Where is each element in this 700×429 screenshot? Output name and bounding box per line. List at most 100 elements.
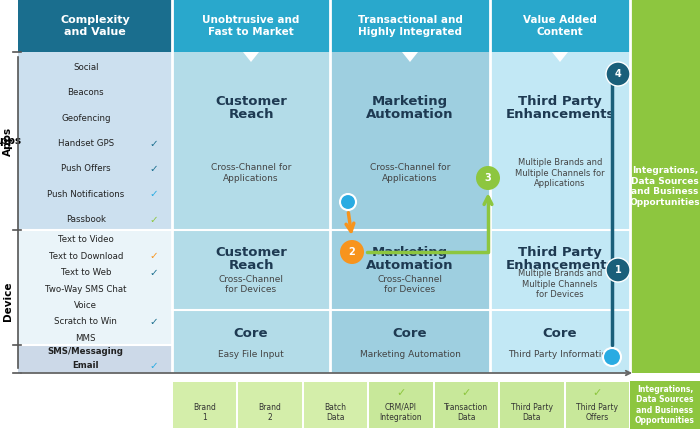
- Text: 4: 4: [615, 69, 622, 79]
- Text: Transaction
Data: Transaction Data: [444, 402, 489, 422]
- Text: Cross-Channel
for Devices: Cross-Channel for Devices: [377, 275, 442, 294]
- Text: Transactional and
Highly Integrated: Transactional and Highly Integrated: [358, 15, 463, 37]
- Text: Reach: Reach: [228, 109, 274, 121]
- Text: Easy File Input: Easy File Input: [218, 350, 284, 359]
- Text: Marketing: Marketing: [372, 246, 448, 259]
- Text: 1: 1: [615, 265, 622, 275]
- Bar: [172, 0, 330, 52]
- Text: Integrations,
Data Sources
and Business
Opportunities: Integrations, Data Sources and Business …: [630, 166, 700, 207]
- Text: Cross-Channel for
Applications: Cross-Channel for Applications: [211, 163, 291, 183]
- Text: 2: 2: [349, 247, 356, 257]
- Bar: [18, 345, 172, 373]
- Text: Core: Core: [234, 327, 268, 341]
- Text: ✓: ✓: [149, 251, 158, 261]
- Polygon shape: [243, 52, 259, 62]
- Text: ✓: ✓: [149, 164, 158, 174]
- Text: Brand
1: Brand 1: [193, 402, 216, 422]
- Text: Social: Social: [73, 63, 99, 72]
- Text: Passbook: Passbook: [66, 215, 106, 224]
- Polygon shape: [552, 52, 568, 62]
- Text: Voice: Voice: [74, 301, 97, 310]
- Bar: [173, 382, 237, 428]
- Text: Unobtrusive and
Fast to Market: Unobtrusive and Fast to Market: [202, 15, 300, 37]
- Text: Multiple Brands and
Multiple Channels
for Devices: Multiple Brands and Multiple Channels fo…: [518, 269, 602, 299]
- Text: CRM/API
Integration: CRM/API Integration: [379, 402, 422, 422]
- Text: Reach: Reach: [228, 259, 274, 272]
- Bar: [566, 382, 629, 428]
- Text: Apps: Apps: [0, 136, 22, 146]
- Text: Push Offers: Push Offers: [61, 164, 111, 173]
- Text: Brand
2: Brand 2: [259, 402, 281, 422]
- Text: ✓: ✓: [462, 388, 471, 398]
- Text: Marketing Automation: Marketing Automation: [360, 350, 461, 359]
- Bar: [304, 382, 368, 428]
- Bar: [435, 382, 498, 428]
- Bar: [18, 230, 172, 345]
- Circle shape: [606, 62, 630, 86]
- Text: ✓: ✓: [149, 361, 158, 371]
- Circle shape: [476, 166, 500, 190]
- Text: Enhancements: Enhancements: [505, 259, 615, 272]
- Text: ✓: ✓: [149, 189, 158, 199]
- Text: Core: Core: [542, 327, 578, 341]
- Bar: [630, 381, 700, 429]
- Text: Automation: Automation: [366, 259, 454, 272]
- Text: Enhancements: Enhancements: [505, 109, 615, 121]
- Text: SMS/Messaging: SMS/Messaging: [48, 347, 124, 356]
- Bar: [172, 52, 330, 373]
- Bar: [630, 0, 700, 373]
- Text: ✓: ✓: [149, 317, 158, 327]
- Text: Apps: Apps: [3, 127, 13, 156]
- Text: Marketing: Marketing: [372, 95, 448, 109]
- Text: Device: Device: [3, 282, 13, 321]
- Text: Email: Email: [73, 362, 99, 371]
- Bar: [239, 382, 302, 428]
- Text: Integrations,
Data Sources
and Business
Opportunities: Integrations, Data Sources and Business …: [635, 385, 695, 425]
- Text: ✓: ✓: [149, 139, 158, 148]
- Text: Text to Web: Text to Web: [60, 268, 111, 277]
- Bar: [490, 52, 630, 373]
- Text: Customer: Customer: [215, 95, 287, 109]
- Bar: [18, 52, 172, 230]
- Text: Handset GPS: Handset GPS: [57, 139, 114, 148]
- Text: Third Party Information: Third Party Information: [508, 350, 612, 359]
- Text: Text to Video: Text to Video: [58, 236, 113, 245]
- Bar: [370, 382, 433, 428]
- Text: 3: 3: [484, 173, 491, 183]
- Text: Core: Core: [393, 327, 427, 341]
- Bar: [500, 382, 564, 428]
- Text: Geofencing: Geofencing: [61, 114, 111, 123]
- Text: Third Party: Third Party: [518, 95, 602, 109]
- Text: Cross-Channel
for Devices: Cross-Channel for Devices: [218, 275, 284, 294]
- Text: Two-Way SMS Chat: Two-Way SMS Chat: [45, 285, 127, 293]
- Text: Customer: Customer: [215, 246, 287, 259]
- Circle shape: [340, 194, 356, 210]
- Bar: [18, 0, 172, 52]
- Bar: [630, 0, 700, 52]
- Text: Beacons: Beacons: [67, 88, 104, 97]
- Text: ✓: ✓: [149, 268, 158, 278]
- Polygon shape: [402, 52, 418, 62]
- Text: Automation: Automation: [366, 109, 454, 121]
- Text: Cross-Channel for
Applications: Cross-Channel for Applications: [370, 163, 450, 183]
- Text: Batch
Data: Batch Data: [325, 402, 346, 422]
- Text: Third Party
Offers: Third Party Offers: [576, 402, 618, 422]
- Text: Text to Download: Text to Download: [48, 252, 123, 261]
- Text: Complexity
and Value: Complexity and Value: [60, 15, 130, 37]
- Text: MMS: MMS: [76, 334, 96, 343]
- Text: Push Notifications: Push Notifications: [47, 190, 125, 199]
- Text: ✓: ✓: [593, 388, 602, 398]
- Text: ✓: ✓: [149, 215, 158, 225]
- Bar: [330, 0, 490, 52]
- Text: ✓: ✓: [396, 388, 406, 398]
- Circle shape: [340, 240, 364, 264]
- Bar: [490, 0, 630, 52]
- Circle shape: [606, 258, 630, 282]
- Text: Multiple Brands and
Multiple Channels for
Applications: Multiple Brands and Multiple Channels fo…: [515, 158, 605, 188]
- Bar: [330, 52, 490, 373]
- Text: Value Added
Content: Value Added Content: [523, 15, 597, 37]
- Text: Third Party
Data: Third Party Data: [511, 402, 553, 422]
- Circle shape: [603, 348, 621, 366]
- Text: Third Party: Third Party: [518, 246, 602, 259]
- Text: Scratch to Win: Scratch to Win: [55, 317, 117, 326]
